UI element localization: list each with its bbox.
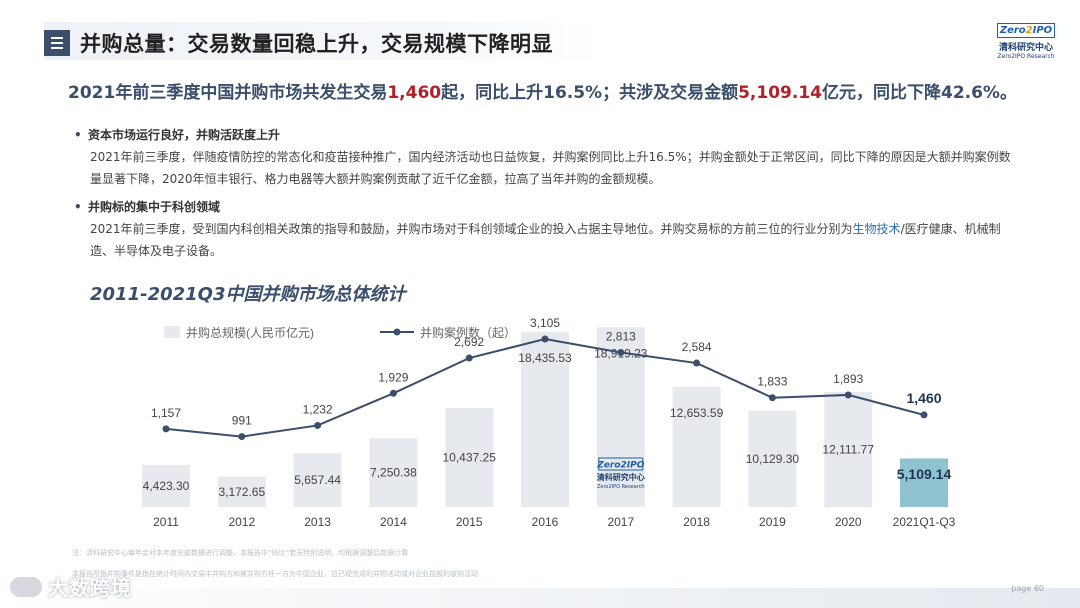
x-tick-2011: 2011 [153,515,179,529]
bullet-title-1: 资本市场运行良好，并购活跃度上升 [72,124,1012,146]
headline: 2021年前三季度中国并购市场共发生交易1,460起，同比上升16.5%；共涉及… [68,78,1017,103]
legend-bar-swatch [164,326,180,338]
headline-part1: 2021年前三季度中国并购市场共发生交易 [68,83,388,103]
line-point-2012 [238,433,246,441]
line-point-2011 [162,425,170,433]
bar-label-2011: 4,423.30 [143,479,190,493]
bar-2019 [748,410,797,507]
watermark-logo-icon [8,574,44,599]
bar-label-2012: 3,172.65 [218,485,265,499]
bar-label-2020: 12,111.77 [822,442,874,456]
bullet-body-2: 2021年前三季度，受到国内科创相关政策的指导和鼓励，并购市场对于科创领域企业的… [72,218,1012,262]
bullet-list: 资本市场运行良好，并购活跃度上升 2021年前三季度，伴随疫情防控的常态化和疫苗… [72,124,1012,262]
line-label-2013: 1,232 [303,402,333,416]
headline-part3: 亿元，同比下降42.6%。 [821,83,1017,103]
page-title: 并购总量：交易数量回稳上升，交易规模下降明显 [80,32,553,56]
bar-label-2013: 5,657.44 [294,473,341,487]
line-point-2014 [389,389,397,397]
x-tick-2014: 2014 [380,515,407,529]
bar-2020 [824,391,873,507]
chart-logo-frame [598,457,644,471]
menu-icon[interactable] [44,30,70,56]
bar-2017 [596,327,645,507]
title-band [44,22,604,60]
chart-logo-mark: Zero2IPO [596,461,644,471]
logo-cn-text: 清科研究中心 [998,43,1053,53]
line-point-2016 [541,335,549,343]
watermark: 大数跨境 [8,572,132,601]
x-tick-2013: 2013 [304,515,331,529]
line-point-2013 [314,421,322,429]
headline-amount: 5,109.14 [738,83,822,103]
line-label-2021Q1-Q3: 1,460 [906,390,941,406]
watermark-text: 大数跨境 [48,576,132,600]
bullet-body-1: 2021年前三季度，伴随疫情防控的常态化和疫苗接种推广，国内经济活动也日益恢复，… [90,150,1011,186]
chart-title: 2011-2021Q3中国并购市场总体统计 [90,284,406,305]
x-tick-2018: 2018 [683,515,710,529]
bar-2015 [445,407,494,507]
bar-2021Q1-Q3 [900,458,948,507]
line-label-2012: 991 [232,414,252,428]
bullet-body-2-highlight: 生物技术 [852,222,901,236]
footer-band [0,588,1080,608]
line-point-2020 [844,391,852,399]
logo-mark: Zero2IPO [996,22,1056,38]
x-tick-2020: 2020 [835,515,862,529]
bar-label-2019: 10,129.30 [746,452,800,466]
x-tick-2017: 2017 [607,515,634,529]
x-tick-2019: 2019 [759,515,786,529]
combo-chart: 并购总规模(人民币亿元) 并购案例数（起） 4,423.30 3,172.65 5,65… [142,316,956,529]
zero2ipo-logo: Zero2IPO 清科研究中心 Zero2IPO Research [994,22,1058,66]
line-label-2014: 1,929 [378,370,408,384]
headline-count: 1,460 [387,83,442,103]
footnote-2: 本报告所指并购事件是指在统计时间内交易中并购方和被并购方任一方为中国企业，且已经… [72,570,478,578]
bullet-body-2-post: /医疗健康、机械制造、半导体及电子设备。 [90,222,1001,258]
line-label-2020: 1,893 [833,372,863,386]
line-point-2021Q1-Q3 [920,411,928,419]
line-label-2019: 1,833 [757,375,787,389]
x-tick-2012: 2012 [228,515,255,529]
line-label-2011: 1,157 [151,406,181,420]
bar-label-2016: 18,435.53 [518,351,572,365]
footnote-1: 注：清科研究中心每年会对本年度全部数据进行调整，本报告中“同比”若无特别说明，均… [72,549,409,557]
legend-line-label: 并购案例数（起） [420,325,516,340]
bullet-title-2: 并购标的集中于科创领域 [72,196,1012,218]
line-point-2019 [768,394,776,402]
chart-logo-cn: 清科研究中心 [597,472,645,482]
legend-bar-label: 并购总规模(人民币亿元) [186,325,314,340]
line-point-2017 [617,348,625,356]
legend-line-marker [393,328,401,336]
logo-en-text: Zero2IPO Research [997,53,1055,60]
headline-part2: 起，同比上升16.5%；共涉及交易金额 [441,83,739,103]
line-point-2015 [465,354,473,362]
line-label-2015: 2,692 [454,335,484,349]
line-label-2017: 2,813 [606,329,636,343]
bar-2018 [672,386,721,507]
bar-label-2014: 7,250.38 [370,466,417,480]
bar-2012 [217,476,266,507]
line-label-2016: 3,105 [530,316,560,330]
bar-2011 [142,464,190,507]
x-tick-2016: 2016 [532,515,559,529]
line-point-2018 [693,359,701,367]
chart-logo-en: Zero2IPO Research [597,484,645,490]
header: 并购总量：交易数量回稳上升，交易规模下降明显 Zero2IPO 清科研究中心 Z… [0,0,1080,62]
bullet-body-2-pre: 2021年前三季度，受到国内科创相关政策的指导和鼓励，并购市场对于科创领域企业的… [90,222,853,236]
bar-2016 [521,331,569,507]
x-tick-2015: 2015 [456,515,483,529]
bar-label-2021Q1-Q3: 5,109.14 [897,466,952,482]
bar-label-2018: 12,653.59 [670,406,724,420]
bar-2013 [293,453,342,507]
line-label-2018: 2,584 [682,340,712,354]
bar-label-2015: 10,437.25 [443,450,497,464]
x-tick-2021Q1-Q3: 2021Q1-Q3 [893,515,956,529]
page-number: page 60 [1011,584,1044,593]
bar-2014 [369,438,418,507]
